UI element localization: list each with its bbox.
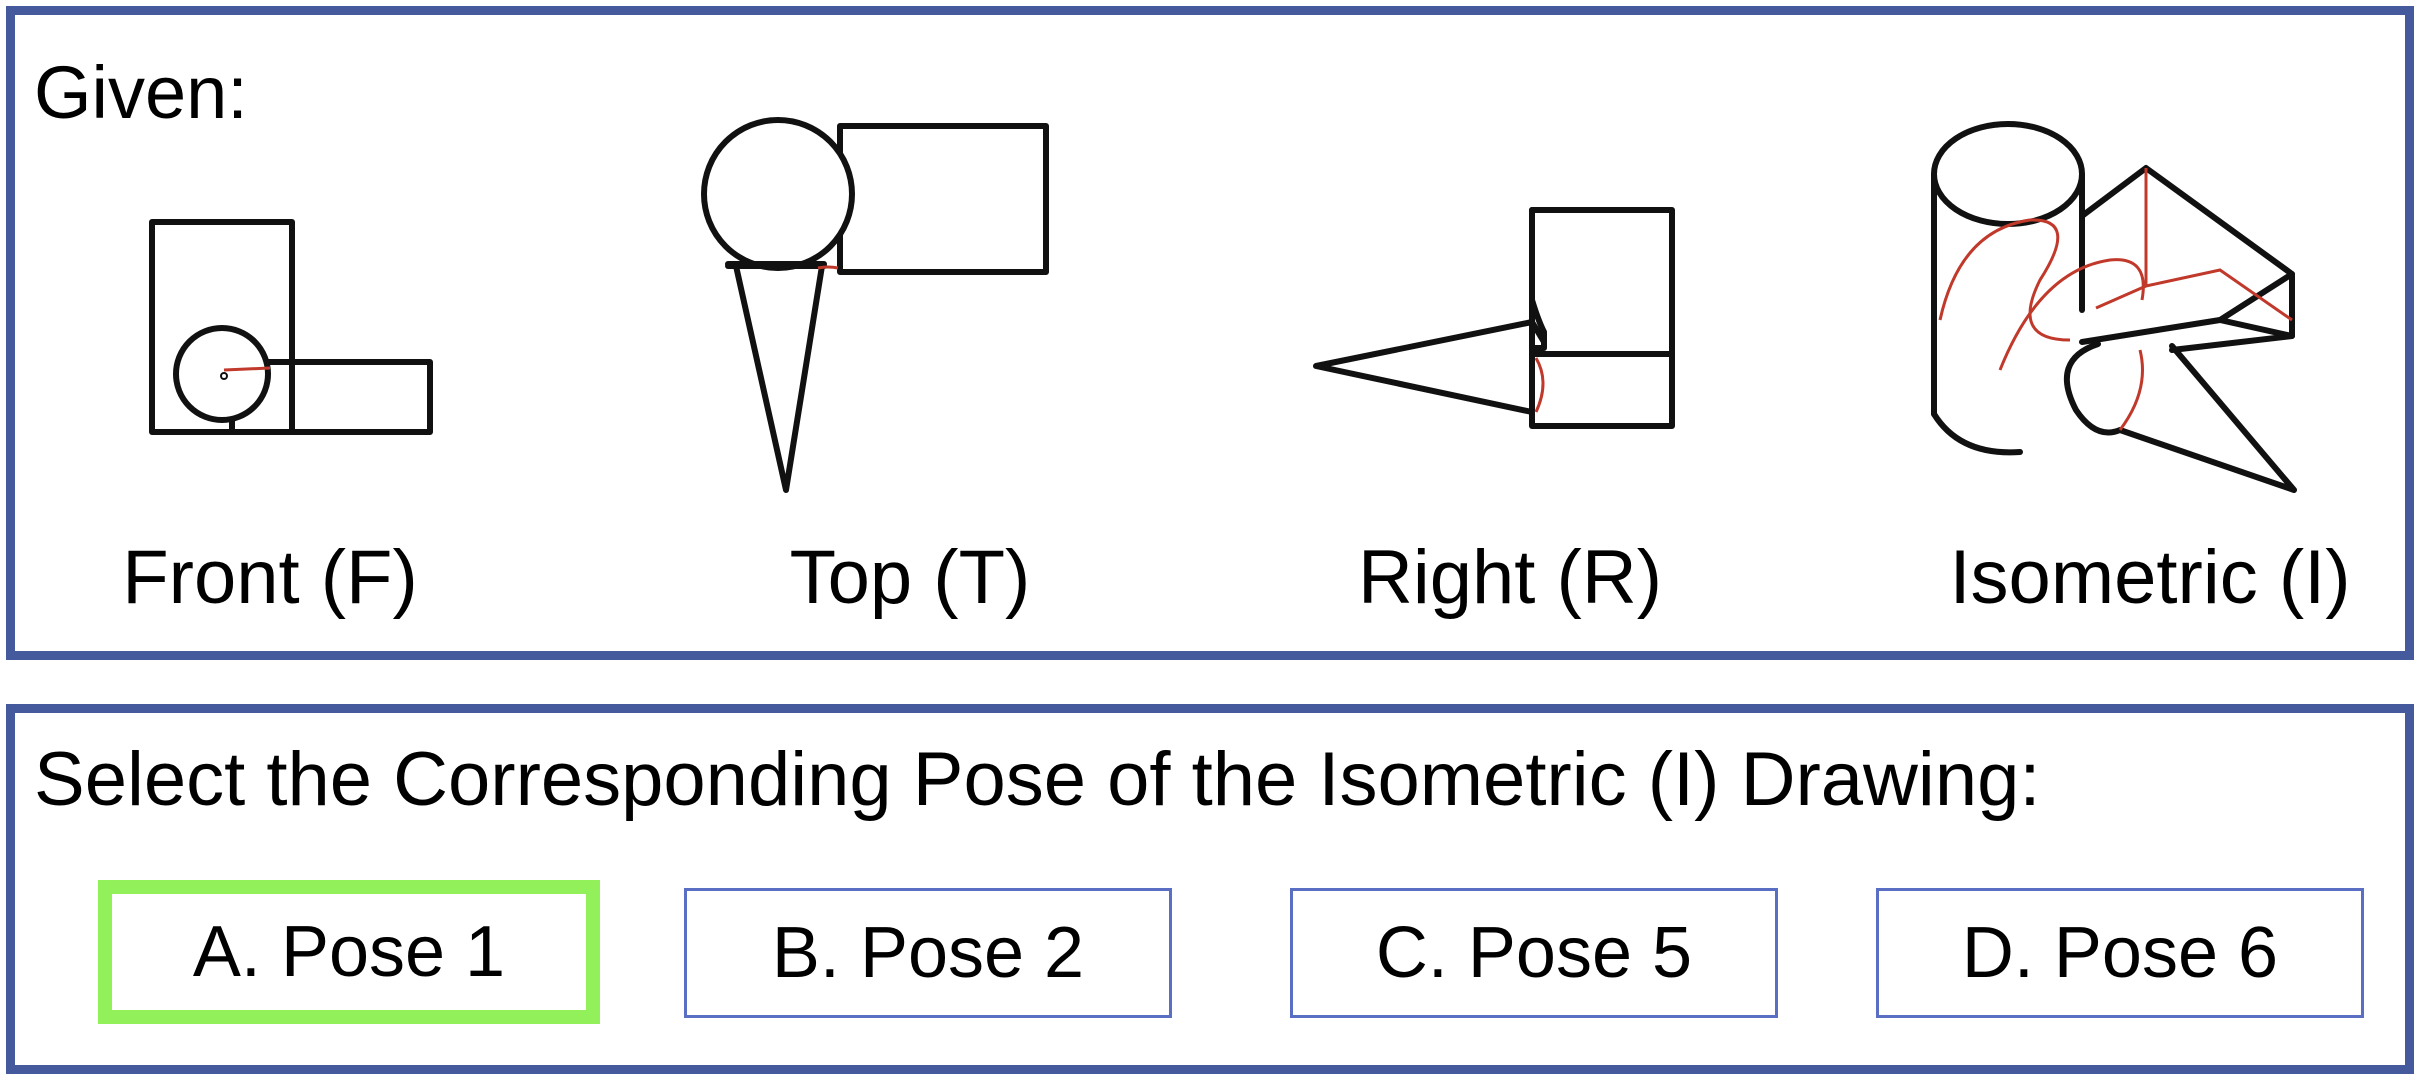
top-view-drawing — [701, 117, 1049, 493]
question-heading: Select the Corresponding Pose of the Iso… — [34, 737, 2041, 822]
right-view-drawing — [1313, 207, 1675, 429]
isometric-view-label: Isometric (I) — [1949, 535, 2351, 620]
option-b-button[interactable]: B. Pose 2 — [684, 888, 1172, 1018]
top-view-label: Top (T) — [789, 535, 1031, 620]
right-view-label: Right (R) — [1357, 535, 1663, 620]
front-view-drawing — [149, 219, 433, 435]
isometric-view-drawing — [1931, 121, 2297, 493]
option-d-button[interactable]: D. Pose 6 — [1876, 888, 2364, 1018]
top-view: Top (T) — [700, 110, 1120, 650]
isometric-view: Isometric (I) — [1920, 110, 2380, 650]
given-heading: Given: — [34, 51, 248, 134]
option-a-button[interactable]: A. Pose 1 — [98, 880, 600, 1024]
right-view: Right (R) — [1280, 110, 1740, 650]
option-c-button[interactable]: C. Pose 5 — [1290, 888, 1778, 1018]
front-view-label: Front (F) — [122, 535, 418, 620]
given-panel — [6, 6, 2414, 660]
front-view: Front (F) — [60, 110, 480, 650]
